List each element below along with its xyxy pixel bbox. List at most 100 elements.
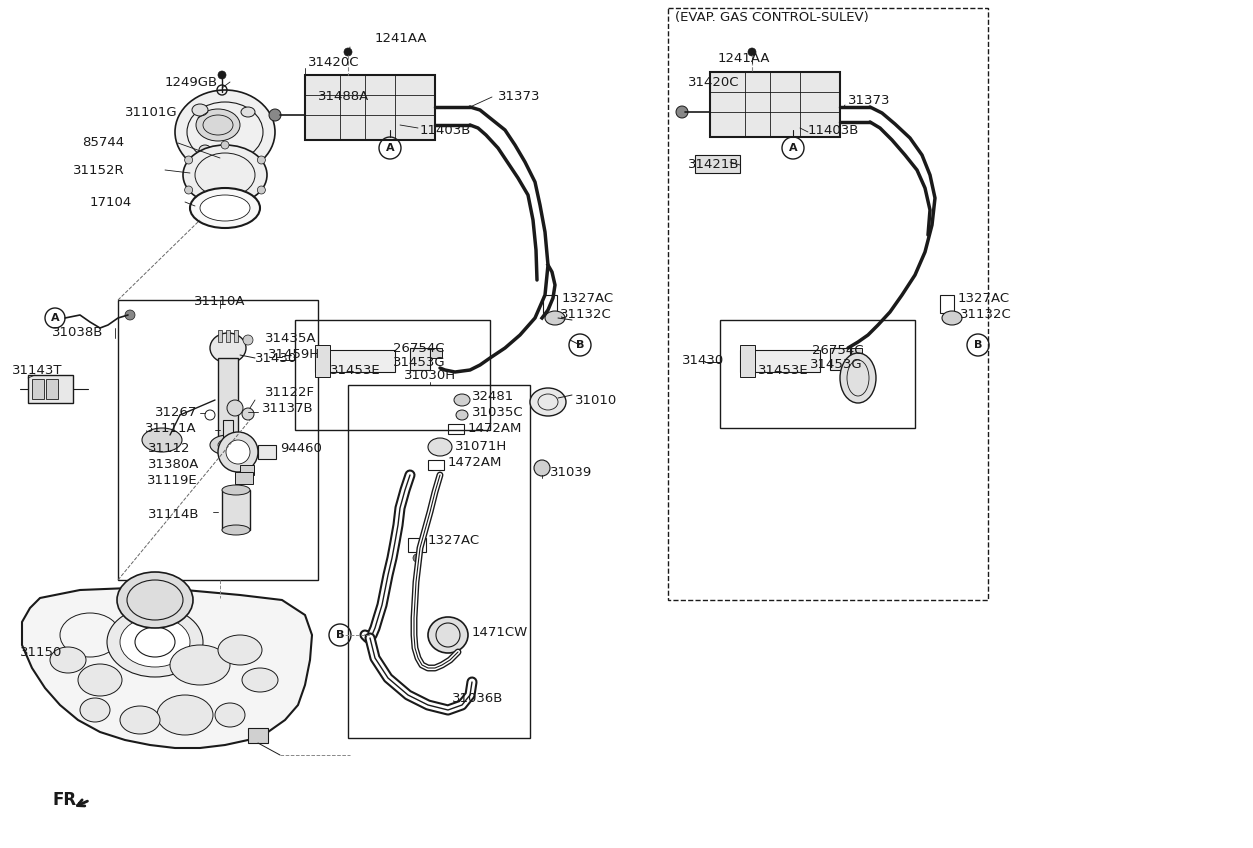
Text: 31035C: 31035C [472,405,524,419]
Bar [741,350,819,372]
Text: 31071H: 31071H [455,440,507,454]
Ellipse shape [942,311,962,325]
Bar [218,358,238,438]
Text: 31030H: 31030H [403,369,456,382]
Ellipse shape [80,698,110,722]
Bar [741,345,756,377]
Text: 31132C: 31132C [560,309,611,321]
Bar [28,375,73,403]
Ellipse shape [840,353,876,403]
Text: 31143T: 31143T [13,364,63,377]
Circle shape [184,156,193,164]
Text: A: A [788,143,797,153]
Text: 31421B: 31421B [688,159,739,171]
Text: 11403B: 11403B [420,124,471,137]
Bar [258,445,276,459]
PathPatch shape [23,588,312,748]
Bar [430,348,442,358]
Text: 1249GB: 1249GB [165,75,218,88]
Bar [241,465,254,475]
Ellipse shape [120,617,190,667]
Circle shape [125,310,135,320]
Circle shape [257,156,266,164]
Text: 31380A: 31380A [148,459,199,471]
Text: 31373: 31373 [848,93,891,107]
Ellipse shape [242,408,254,420]
Text: 1472AM: 1472AM [469,421,523,434]
Text: 1472AM: 1472AM [449,455,502,468]
Ellipse shape [218,432,258,472]
Ellipse shape [530,388,566,416]
Text: 31039: 31039 [550,466,593,478]
Text: 31122F: 31122F [264,387,315,399]
Text: 31373: 31373 [497,91,540,103]
Circle shape [257,186,266,194]
Circle shape [218,71,226,79]
Ellipse shape [222,485,251,495]
Bar [218,330,222,342]
Text: 1327AC: 1327AC [959,292,1010,304]
Text: 31435A: 31435A [264,332,317,344]
Circle shape [345,48,352,56]
Bar [248,728,268,743]
Ellipse shape [211,435,246,455]
Text: 31453E: 31453E [330,364,381,377]
Text: 31101G: 31101G [125,105,178,119]
Text: 1471CW: 1471CW [472,626,529,639]
Bar [223,420,233,442]
Text: 26754C: 26754C [812,343,863,356]
Bar [236,472,253,484]
Ellipse shape [241,107,256,117]
Text: A: A [50,313,59,323]
Text: 31132C: 31132C [960,309,1011,321]
Ellipse shape [183,145,267,205]
Ellipse shape [211,333,246,363]
Bar [410,348,430,370]
Text: B: B [576,340,584,350]
Ellipse shape [190,188,261,228]
Bar [234,330,238,342]
Bar [829,348,850,370]
Text: 31453G: 31453G [393,356,446,370]
Bar [449,424,464,434]
Text: 31459H: 31459H [268,349,320,361]
Text: 31119E: 31119E [147,473,198,487]
Bar [429,460,444,470]
Circle shape [413,554,421,562]
Ellipse shape [429,438,452,456]
Ellipse shape [117,572,193,628]
Text: 31430: 31430 [256,352,297,365]
Text: 31036B: 31036B [452,691,504,705]
Circle shape [243,335,253,345]
Text: 31010: 31010 [575,393,618,406]
Ellipse shape [242,668,278,692]
Text: 1241AA: 1241AA [375,31,427,44]
Ellipse shape [269,109,281,121]
Text: 31112: 31112 [148,442,190,455]
Ellipse shape [454,394,470,406]
Text: 31150: 31150 [20,645,63,659]
Circle shape [221,141,229,149]
Bar [348,385,530,738]
Bar [710,72,840,137]
Text: 17104: 17104 [90,196,133,209]
Bar [720,320,915,428]
Text: B: B [974,340,982,350]
Ellipse shape [195,109,241,141]
Text: 26754C: 26754C [393,342,445,354]
Bar [543,295,558,313]
Text: 32481: 32481 [472,390,514,404]
Bar [850,348,862,358]
Bar [33,379,44,399]
Text: A: A [386,143,395,153]
Bar [46,379,58,399]
Ellipse shape [226,440,251,464]
Text: 31488A: 31488A [318,91,370,103]
Ellipse shape [218,439,238,451]
Text: 31420C: 31420C [308,55,360,69]
Bar [294,320,490,430]
Bar [226,330,231,342]
Text: B: B [336,630,345,640]
Text: 1241AA: 1241AA [718,52,771,64]
Text: 31137B: 31137B [262,401,313,415]
